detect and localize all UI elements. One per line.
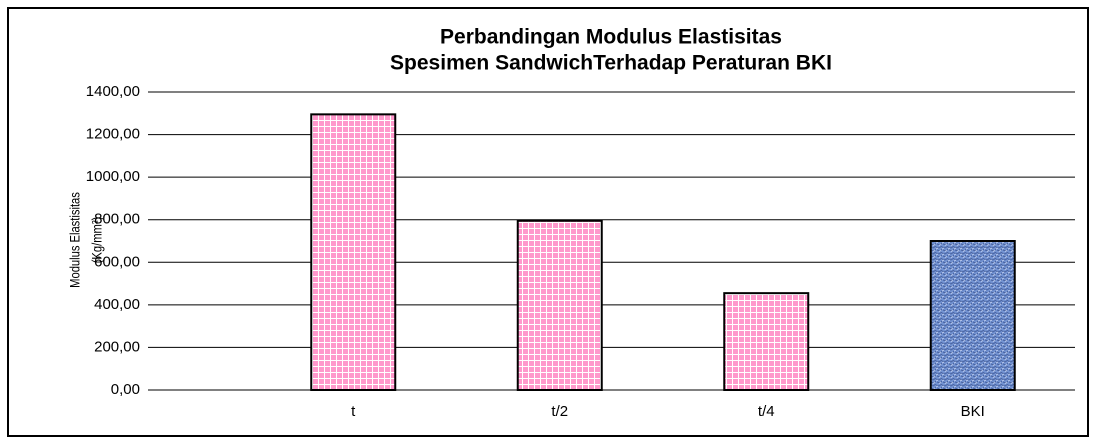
y-tick-label: 200,00 xyxy=(94,338,140,355)
y-tick-label: 600,00 xyxy=(94,253,140,270)
x-tick-label: t/4 xyxy=(758,403,775,420)
bar xyxy=(723,292,810,391)
bar xyxy=(310,113,397,391)
chart-title: Spesimen SandwichTerhadap Peraturan BKI xyxy=(390,52,832,75)
y-tick-label: 800,00 xyxy=(94,211,140,228)
y-tick-label: 1200,00 xyxy=(86,126,140,143)
y-tick-label: 0,00 xyxy=(111,381,140,398)
x-tick-label: BKI xyxy=(961,403,985,420)
y-axis-label: (Kg/mm²) xyxy=(90,217,105,264)
y-tick-label: 1400,00 xyxy=(86,83,140,100)
bar xyxy=(929,240,1016,391)
x-tick-label: t/2 xyxy=(551,403,568,420)
y-tick-label: 400,00 xyxy=(94,296,140,313)
x-tick-label: t xyxy=(351,403,356,420)
y-axis-label: Modulus Elastisitas xyxy=(68,192,83,288)
y-tick-label: 1000,00 xyxy=(86,168,140,185)
chart-title: Perbandingan Modulus Elastisitas xyxy=(440,26,782,49)
bar xyxy=(516,219,603,391)
